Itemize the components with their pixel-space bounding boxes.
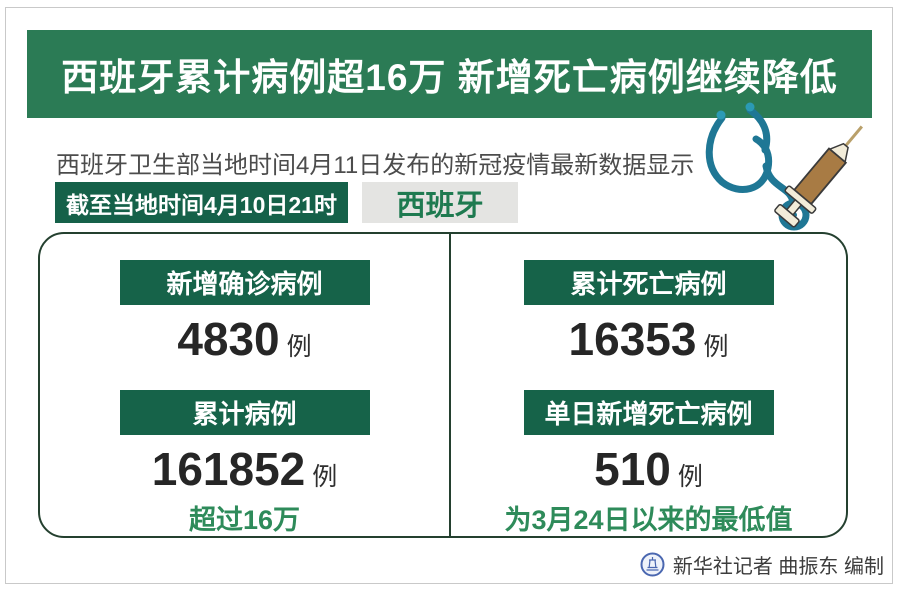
stat-number: 4830 [177, 313, 280, 365]
stats-column-right: 累计死亡病例 16353 例 单日新增死亡病例 510 例 为3月24日以来的最低值 [451, 234, 846, 536]
stat-note: 为3月24日以来的最低值 [504, 505, 793, 535]
page-title: 西班牙累计病例超16万 新增死亡病例继续降低 [61, 57, 838, 98]
medical-illustration [705, 102, 864, 231]
syringe-icon [774, 125, 864, 228]
stat-value: 16353 例 [451, 312, 846, 366]
stat-label-badge: 单日新增死亡病例 [523, 390, 774, 435]
stat-label-badge: 新增确诊病例 [119, 260, 370, 305]
subtitle-text: 西班牙卫生部当地时间4月11日发布的新冠疫情最新数据显示 [56, 152, 695, 179]
stats-card: 新增确诊病例 4830 例 累计病例 161852 例 超过16万 累计死亡病例 1… [38, 232, 848, 538]
stat-unit: 例 [286, 333, 312, 361]
header-bar: 西班牙累计病例超16万 新增死亡病例继续降低 [27, 30, 872, 118]
footer: 新华社记者 曲振东 编制 [0, 549, 884, 579]
stat-number: 161852 [151, 443, 306, 495]
stat-label-badge: 累计死亡病例 [523, 260, 774, 305]
stat-value: 4830 例 [40, 312, 449, 366]
xinhua-logo [640, 552, 665, 576]
stat-unit: 例 [703, 333, 729, 361]
stat-unit: 例 [677, 463, 703, 491]
stats-column-left: 新增确诊病例 4830 例 累计病例 161852 例 超过16万 [40, 234, 451, 536]
stat-value: 161852 例 [40, 442, 449, 496]
stat-label-badge: 累计病例 [119, 390, 370, 435]
outer-frame [5, 7, 893, 584]
cutoff-badge: 截至当地时间4月10日21时 [55, 182, 348, 223]
region-badge: 西班牙 [362, 182, 518, 223]
stat-number: 16353 [568, 313, 697, 365]
stat-value: 510 例 [451, 442, 846, 496]
footer-credit: 新华社记者 曲振东 编制 [672, 555, 884, 578]
stat-number: 510 [594, 443, 671, 495]
stat-note: 超过16万 [188, 505, 301, 535]
stat-unit: 例 [312, 463, 338, 491]
